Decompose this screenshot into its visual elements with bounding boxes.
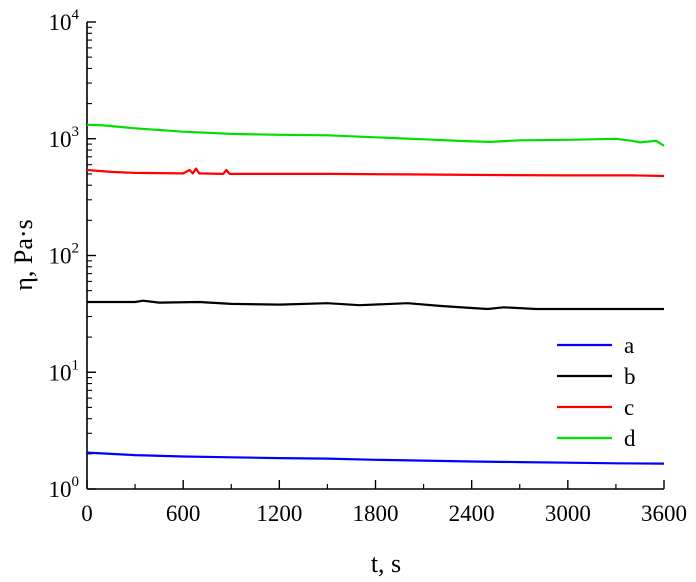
legend-label-b: b [624, 364, 636, 389]
legend-label-a: a [624, 333, 634, 358]
x-tick-label: 1800 [353, 501, 399, 526]
x-tick-label: 3000 [545, 501, 591, 526]
y-axis-label: η, Pa·s [9, 219, 38, 290]
y-tick-label: 102 [49, 241, 80, 269]
series-line-c [86, 167, 665, 178]
series-line-d [86, 123, 665, 147]
series-line-b [87, 299, 664, 311]
axes: 0 600 1200 1800 2400 3000 3600 100 101 102 103 104 [49, 7, 688, 526]
series-line-a [86, 451, 665, 465]
legend-label-d: d [624, 426, 636, 451]
x-tick-label: 600 [166, 501, 201, 526]
series-layer [86, 123, 665, 465]
y-tick-label: 104 [49, 7, 80, 35]
x-tick-label: 2400 [449, 501, 495, 526]
legend-label-c: c [624, 395, 634, 420]
y-tick-label: 100 [49, 474, 80, 502]
x-tick-label: 3600 [641, 501, 687, 526]
x-tick-label: 0 [81, 501, 93, 526]
x-axis-label: t, s [371, 549, 401, 578]
x-tick-label: 1200 [256, 501, 302, 526]
y-tick-label: 103 [49, 124, 80, 152]
y-tick-label: 101 [49, 357, 80, 385]
